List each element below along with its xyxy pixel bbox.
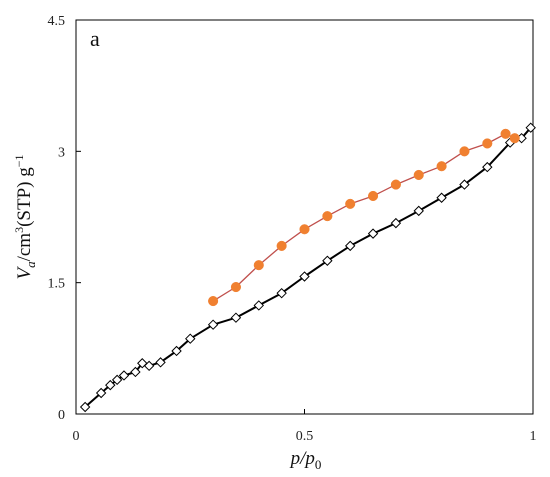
x-axis-title-sub: 0	[315, 457, 322, 472]
series-1-point	[322, 255, 333, 266]
series-1-point	[171, 345, 182, 357]
series-1-point	[459, 179, 470, 190]
series-1-point	[299, 271, 310, 282]
series-2-point	[482, 138, 493, 149]
series-2-point	[345, 198, 356, 209]
series-1-point	[118, 370, 130, 381]
y-axis-title-sub: a	[23, 261, 38, 268]
y-axis-title-sup: 3	[12, 227, 26, 233]
series-1-point	[105, 379, 116, 391]
series-1-point	[155, 357, 166, 368]
series-2-point	[276, 240, 287, 251]
series-2-point	[208, 296, 219, 307]
y-axis-title-main: V	[14, 266, 35, 280]
series-1-point	[95, 387, 107, 399]
series-1-point	[525, 122, 536, 133]
series-1-point	[390, 217, 402, 229]
series-1-point	[436, 192, 447, 203]
series-1-point	[143, 360, 155, 372]
series-2-point	[413, 169, 424, 181]
series-1-point	[130, 366, 141, 378]
series-1-point	[185, 333, 196, 344]
x-axis-title-main: p/p	[289, 448, 315, 469]
series-2-point	[299, 224, 310, 235]
y-tick-label: 4.5	[48, 14, 66, 29]
series-2-point	[322, 211, 333, 222]
x-tick-label: 0	[73, 429, 80, 444]
series-1-point	[413, 205, 424, 217]
y-axis-title: Va/cm3(STP) g−1	[12, 154, 38, 279]
series-2-point	[459, 146, 470, 157]
series-1-point	[276, 287, 287, 299]
series-2-point	[436, 161, 447, 172]
series-1-point	[367, 228, 379, 239]
series-2-point	[368, 190, 379, 202]
series-2-point	[253, 260, 264, 271]
plot-frame	[75, 19, 534, 415]
x-tick-label: 1	[530, 429, 537, 444]
ticks: 0 0.5 1 0 1.5 3 4.5	[48, 14, 537, 444]
series-1-point	[79, 401, 91, 413]
y-tick-label: 1.5	[48, 277, 66, 292]
y-tick-label: 0	[58, 408, 65, 423]
y-axis-title-unit: /cm	[14, 233, 35, 262]
series-1-point	[111, 374, 123, 386]
series-2-point	[500, 128, 511, 139]
panel-label: a	[90, 26, 100, 51]
series-layer	[79, 122, 536, 413]
series-1-point	[207, 319, 219, 330]
series-1-point	[344, 240, 356, 252]
series-2-point	[390, 179, 401, 190]
y-tick-label: 3	[58, 145, 65, 160]
y-axis-title-sup2: −1	[12, 154, 26, 167]
series-1-point	[253, 300, 265, 311]
x-axis-title: p/p0	[289, 448, 322, 472]
series-2-point	[230, 281, 241, 293]
y-axis-title-unit2: (STP) g	[14, 167, 35, 227]
series-1-point	[230, 312, 242, 323]
x-tick-label: 0.5	[296, 429, 314, 444]
series-2-point	[509, 133, 520, 144]
series-1-point	[482, 161, 493, 173]
